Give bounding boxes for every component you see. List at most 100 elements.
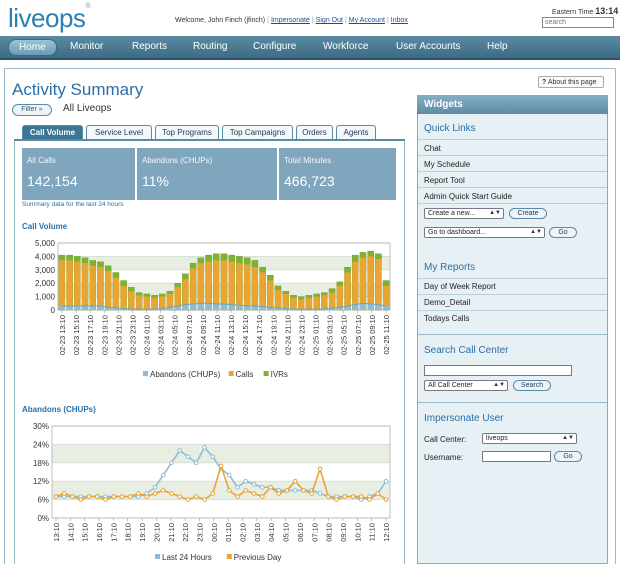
data-point [144,494,150,499]
quick-link-report-tool[interactable]: Report Tool [424,176,465,185]
quick-link-my-schedule[interactable]: My Schedule [424,160,471,169]
bar-calls [174,287,181,310]
bar-calls [375,259,382,310]
go-dashboard-button[interactable]: Go [549,227,577,238]
divider [418,310,607,311]
data-point [210,454,216,459]
impersonate-link[interactable]: Impersonate [270,17,310,24]
report-link-demo-detail[interactable]: Demo_Detail [424,298,471,307]
bar-calls [290,297,297,310]
data-point [317,491,323,496]
about-page-link[interactable]: ? About this page [538,76,604,88]
bar-calls [112,277,119,310]
bar-calls [329,292,336,310]
tab-agents[interactable]: Agents [336,125,376,139]
data-point [70,494,75,499]
data-point [243,478,249,484]
x-tick-label: 02-25 05:10 [340,315,349,355]
bar-calls [305,297,313,310]
username-input[interactable] [482,451,551,462]
bar-calls [197,263,204,310]
x-tick-label: 17:10 [109,523,118,542]
create-button[interactable]: Create [509,208,547,219]
bar-abandons-chups- [375,304,382,310]
y-tick-label: 0% [37,514,49,523]
bar-calls [228,261,235,310]
tab-orders[interactable]: Orders [296,125,333,139]
report-link-todays-calls[interactable]: Todays Calls [424,314,470,323]
data-point [251,491,257,496]
tab-top-campaigns[interactable]: Top Campaigns [222,125,293,139]
tab-top-programs[interactable]: Top Programs [155,125,219,139]
sign-out-link[interactable]: Sign Out [315,17,343,24]
bar-calls [321,295,328,310]
bar-abandons-chups- [267,307,274,310]
legend-label: Previous Day [234,553,282,562]
search-input[interactable] [542,17,614,28]
data-point [193,460,199,466]
legend-swatch [228,371,234,376]
main-nav: Home Monitor Reports Routing Configure W… [0,36,620,60]
data-point [383,478,389,484]
impersonate-go-button[interactable]: Go [554,451,582,462]
nav-configure[interactable]: Configure [253,41,297,52]
nav-monitor[interactable]: Monitor [70,41,104,52]
nav-help[interactable]: Help [487,41,508,52]
filter-scope: All Liveops [63,103,112,114]
impersonate-call-center-select[interactable]: liveops ▲▼ [482,433,577,444]
search-button[interactable]: Search [513,380,551,391]
dashboard-select[interactable]: Go to dashboard... ▲▼ [424,227,545,238]
tab-service-level[interactable]: Service Level [86,125,152,139]
my-reports-title: My Reports [424,262,476,273]
inbox-link[interactable]: Inbox [390,17,408,24]
bar-calls [236,263,243,310]
y-tick-label: 30% [33,422,49,431]
stat-label: Total Minutes [284,156,332,165]
data-point [284,488,290,493]
username-label: Username: [424,453,464,462]
widgets-title: Widgets [417,95,608,114]
bar-calls [336,285,343,310]
bar-calls [298,299,305,310]
bar-calls [344,272,351,310]
bar-abandons-chups- [128,308,135,310]
bar-abandons-chups- [151,308,158,310]
data-point [358,494,364,499]
tab-call-volume[interactable]: Call Volume [22,125,83,139]
widgets-panel [417,95,608,564]
data-point [317,466,323,472]
bar-calls [190,268,197,310]
nav-workforce[interactable]: Workforce [323,41,369,52]
data-point [152,485,158,490]
x-tick-label: 02-24 03:10 [157,315,166,355]
report-link-day-of-week[interactable]: Day of Week Report [424,282,496,291]
my-account-link[interactable]: My Account [348,17,385,24]
legend-label: IVRs [271,370,288,379]
x-tick-label: 18:10 [124,523,133,542]
quick-link-admin-guide[interactable]: Admin Quick Start Guide [424,192,513,201]
bar-abandons-chups- [228,304,235,310]
call-center-search-input[interactable] [424,365,572,376]
nav-routing[interactable]: Routing [193,41,228,52]
data-point [86,494,92,499]
x-tick-label: 02-24 23:10 [297,315,306,355]
bar-abandons-chups- [213,303,220,310]
data-point [185,497,191,502]
create-select[interactable]: Create a new... ▲▼ [424,208,504,219]
y-tick-label: 4,000 [35,252,56,261]
bar-calls [159,296,166,310]
filter-button[interactable]: Filter » [12,104,52,116]
call-center-select[interactable]: All Call Center ▲▼ [424,380,508,391]
nav-user-accounts[interactable]: User Accounts [396,41,461,52]
bar-abandons-chups- [97,305,104,310]
legend-label: Calls [236,370,254,379]
nav-reports[interactable]: Reports [132,41,168,52]
data-point [111,494,117,499]
liveops-logo[interactable]: liveops® [8,3,91,33]
x-tick-label: 07:10 [310,523,319,542]
bar-calls [143,296,150,310]
nav-home[interactable]: Home [8,39,57,56]
x-tick-label: 02-23 19:10 [100,315,109,355]
quick-link-chat[interactable]: Chat [424,144,441,153]
